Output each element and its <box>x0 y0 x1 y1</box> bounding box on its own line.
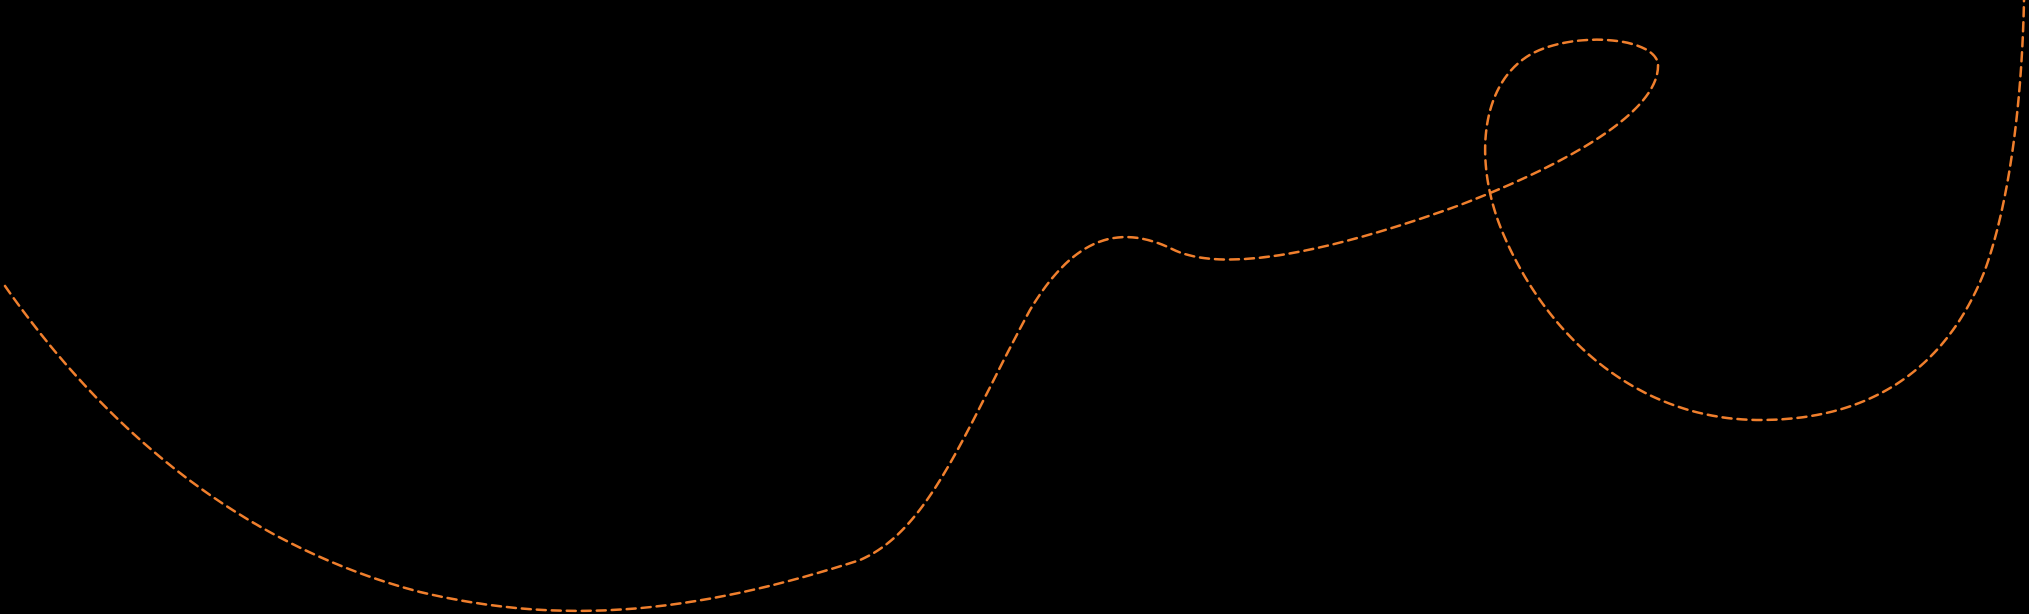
dashed-flow-path <box>3 0 2026 613</box>
